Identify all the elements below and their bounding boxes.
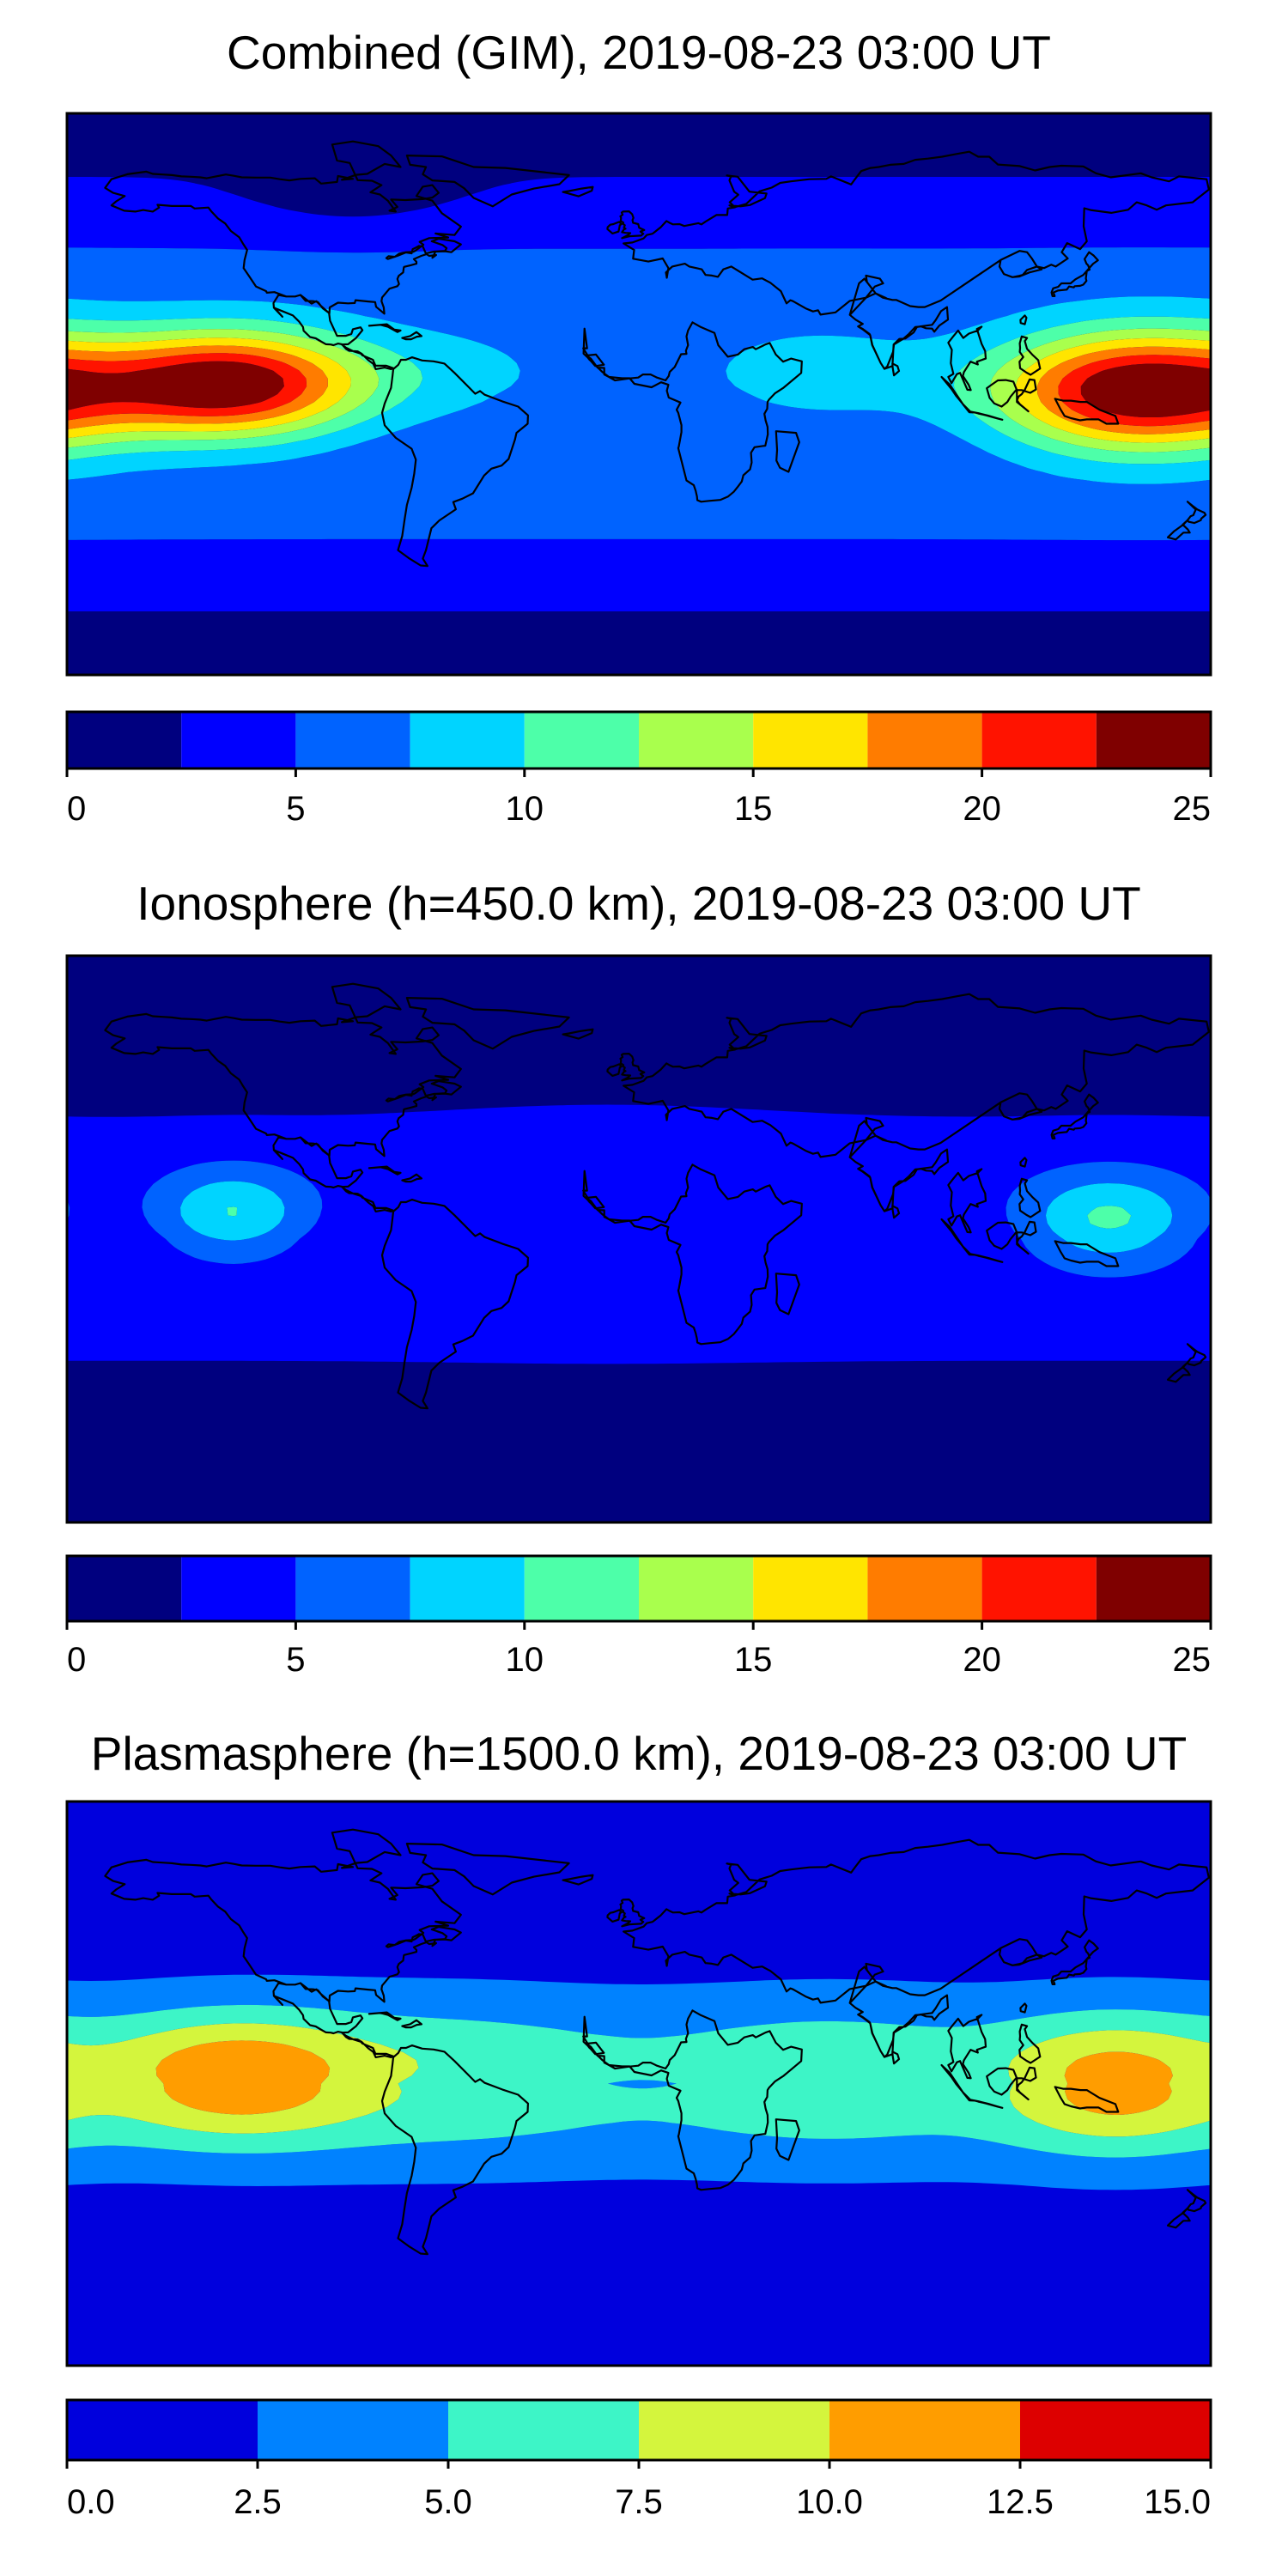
svg-text:Ionosphere (h=450.0 km), 2019: Ionosphere (h=450.0 km), 2019-08-23 03:0…: [137, 877, 1140, 930]
svg-text:5.0: 5.0: [424, 2483, 472, 2521]
svg-text:10: 10: [506, 790, 544, 828]
svg-text:0: 0: [67, 790, 86, 828]
svg-text:Plasmasphere (h=1500.0 km), 20: Plasmasphere (h=1500.0 km), 2019-08-23 0…: [91, 1727, 1187, 1780]
svg-text:15.0: 15.0: [1144, 2483, 1211, 2521]
svg-text:25: 25: [1173, 790, 1212, 828]
svg-text:2.5: 2.5: [234, 2483, 282, 2521]
svg-text:10.0: 10.0: [796, 2483, 863, 2521]
svg-text:15: 15: [734, 1641, 773, 1679]
svg-text:7.5: 7.5: [615, 2483, 663, 2521]
svg-text:20: 20: [963, 790, 1001, 828]
svg-text:5: 5: [286, 1641, 305, 1679]
svg-text:15: 15: [734, 790, 773, 828]
svg-text:12.5: 12.5: [987, 2483, 1054, 2521]
svg-text:25: 25: [1173, 1641, 1212, 1679]
svg-text:10: 10: [506, 1641, 544, 1679]
svg-text:0: 0: [67, 1641, 86, 1679]
svg-text:Combined (GIM), 2019-08-23 03:: Combined (GIM), 2019-08-23 03:00 UT: [227, 26, 1051, 79]
svg-text:0.0: 0.0: [67, 2483, 115, 2521]
svg-text:5: 5: [286, 790, 305, 828]
svg-text:20: 20: [963, 1641, 1001, 1679]
